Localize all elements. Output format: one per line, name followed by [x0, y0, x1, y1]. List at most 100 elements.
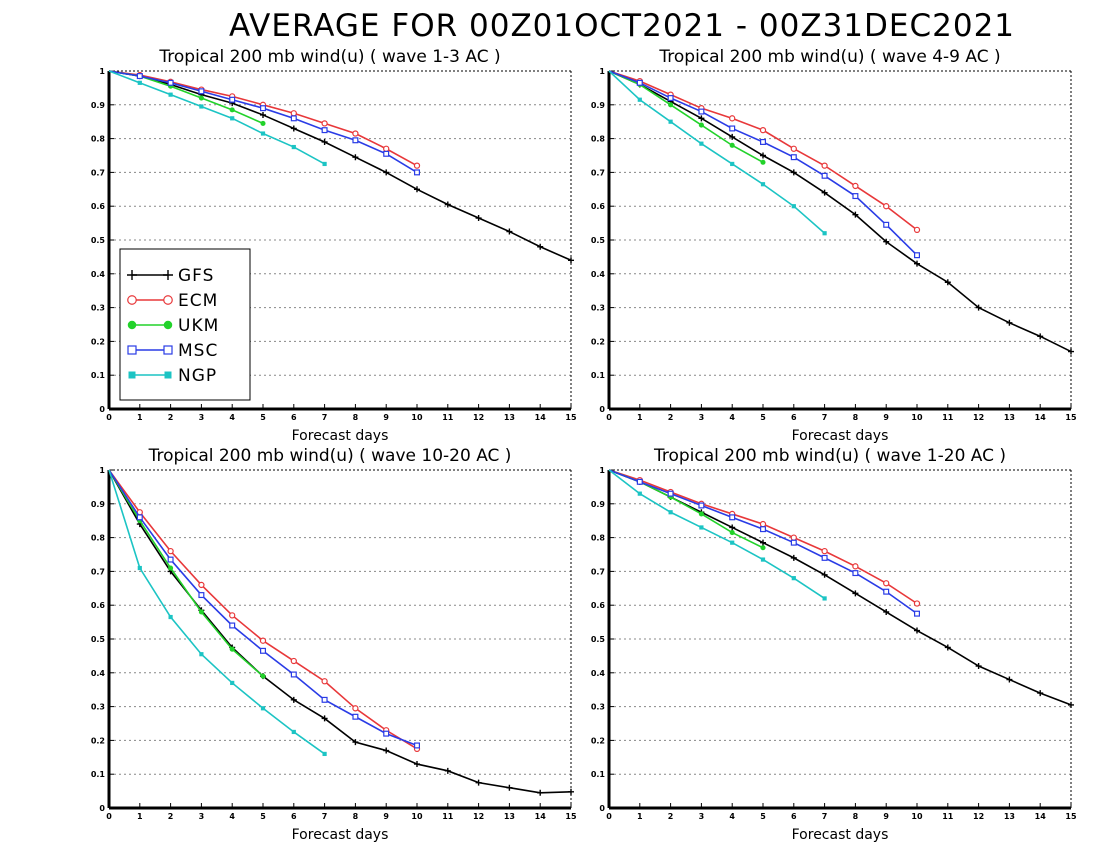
data-point-ngp [168, 92, 173, 97]
data-point-msc [290, 671, 297, 678]
data-point-ecm [913, 226, 921, 234]
x-tick-label: 8 [353, 413, 359, 422]
data-point-msc [698, 502, 705, 509]
y-tick-label: 0.2 [591, 337, 605, 346]
main-title: AVERAGE FOR 00Z01OCT2021 - 00Z31DEC2021 [229, 8, 1015, 44]
legend-label: GFS [178, 266, 214, 286]
x-tick-label: 8 [853, 413, 859, 422]
y-tick-label: 0.5 [91, 635, 106, 644]
data-point-ngp [822, 231, 827, 236]
y-tick-label: 0 [99, 405, 105, 414]
x-tick-label: 14 [1035, 413, 1047, 422]
data-point-ngp [230, 680, 235, 686]
data-point-ngp [699, 141, 704, 146]
data-point-ecm [852, 182, 859, 190]
y-tick-label: 1 [99, 67, 105, 76]
data-point-ngp [822, 596, 827, 601]
data-point-msc [852, 193, 859, 200]
y-tick-label: 0.9 [591, 500, 606, 509]
x-tick-label: 14 [535, 812, 547, 821]
series-line-gfs [108, 70, 572, 262]
series-line-ngp [108, 70, 325, 165]
data-point-gfs [506, 784, 513, 791]
data-point-msc [229, 622, 236, 629]
x-tick-label: 2 [168, 413, 174, 422]
data-point-gfs [414, 186, 420, 193]
y-tick-label: 0.7 [591, 567, 605, 576]
data-point-ukm [729, 142, 735, 148]
data-point-ecm [198, 581, 205, 589]
data-point-ecm [321, 120, 328, 127]
x-tick-label: 13 [1004, 413, 1015, 422]
legend-label: MSC [178, 341, 218, 361]
data-point-ngp [637, 97, 642, 102]
y-tick-label: 0.2 [91, 337, 105, 346]
y-tick-label: 0.6 [591, 601, 606, 610]
x-tick-label: 13 [504, 413, 515, 422]
series-ukm [608, 70, 766, 165]
y-tick-label: 0.8 [91, 135, 106, 144]
y-tick-label: 0.1 [91, 770, 106, 779]
panel-title: Tropical 200 mb wind(u) ( wave 10-20 AC … [148, 446, 512, 466]
series-line-ngp [608, 70, 826, 234]
panel-title: Tropical 200 mb wind(u) ( wave 4-9 AC ) [658, 47, 1000, 67]
data-point-ecm [352, 130, 359, 137]
legend-marker [163, 295, 173, 305]
x-tick-label: 8 [353, 812, 359, 821]
x-tick-label: 10 [911, 413, 923, 422]
data-point-msc [167, 79, 174, 86]
chart-panel-2: Tropical 200 mb wind(u) ( wave 4-9 AC ) 0… [591, 47, 1077, 444]
data-point-ecm [290, 110, 297, 117]
x-tick-label: 8 [853, 812, 859, 821]
data-point-msc [414, 742, 421, 749]
y-tick-label: 0.5 [91, 236, 106, 245]
series-ecm [108, 70, 421, 169]
data-point-ngp [260, 706, 266, 711]
data-point-ngp [730, 161, 735, 167]
data-point-msc [667, 95, 674, 102]
data-point-ngp [230, 116, 235, 121]
x-axis-label: Forecast days [792, 428, 889, 444]
legend-marker [128, 371, 136, 379]
data-point-gfs [729, 133, 736, 140]
data-point-msc [759, 138, 766, 145]
data-point-gfs [883, 238, 890, 245]
data-point-msc [821, 172, 828, 179]
y-tick-label: 0.3 [91, 304, 105, 313]
data-point-gfs [290, 696, 297, 703]
x-tick-label: 14 [1035, 812, 1047, 821]
x-tick-label: 4 [729, 812, 735, 821]
data-point-ecm [821, 162, 828, 169]
y-tick-label: 0.9 [91, 101, 106, 110]
data-point-gfs [1068, 348, 1074, 355]
data-point-ecm [852, 563, 859, 570]
data-point-gfs [975, 663, 982, 670]
data-point-gfs [790, 554, 797, 561]
y-tick-label: 0.4 [91, 669, 106, 678]
data-point-gfs [1068, 701, 1074, 708]
series-line-ukm [608, 70, 764, 163]
series-line-ngp [108, 469, 326, 755]
y-tick-label: 0.5 [591, 635, 606, 644]
data-point-ngp [791, 204, 796, 209]
y-tick-label: 0.4 [591, 270, 606, 279]
data-point-ngp [199, 652, 204, 657]
data-point-gfs [944, 644, 951, 651]
x-tick-label: 6 [291, 812, 297, 821]
data-point-ecm [729, 115, 736, 122]
data-point-ecm [883, 580, 890, 587]
legend-marker [164, 371, 172, 379]
data-point-msc [636, 478, 643, 485]
data-point-ngp [322, 751, 327, 757]
data-point-ecm [321, 678, 328, 685]
data-point-ukm [198, 95, 204, 101]
data-point-gfs [321, 715, 328, 722]
x-tick-label: 6 [791, 413, 797, 422]
x-tick-label: 11 [442, 413, 454, 422]
y-tick-label: 0.2 [91, 736, 105, 745]
x-tick-label: 12 [973, 413, 984, 422]
data-point-msc [667, 490, 674, 497]
series-line-ngp [608, 469, 826, 600]
data-point-msc [383, 730, 390, 737]
